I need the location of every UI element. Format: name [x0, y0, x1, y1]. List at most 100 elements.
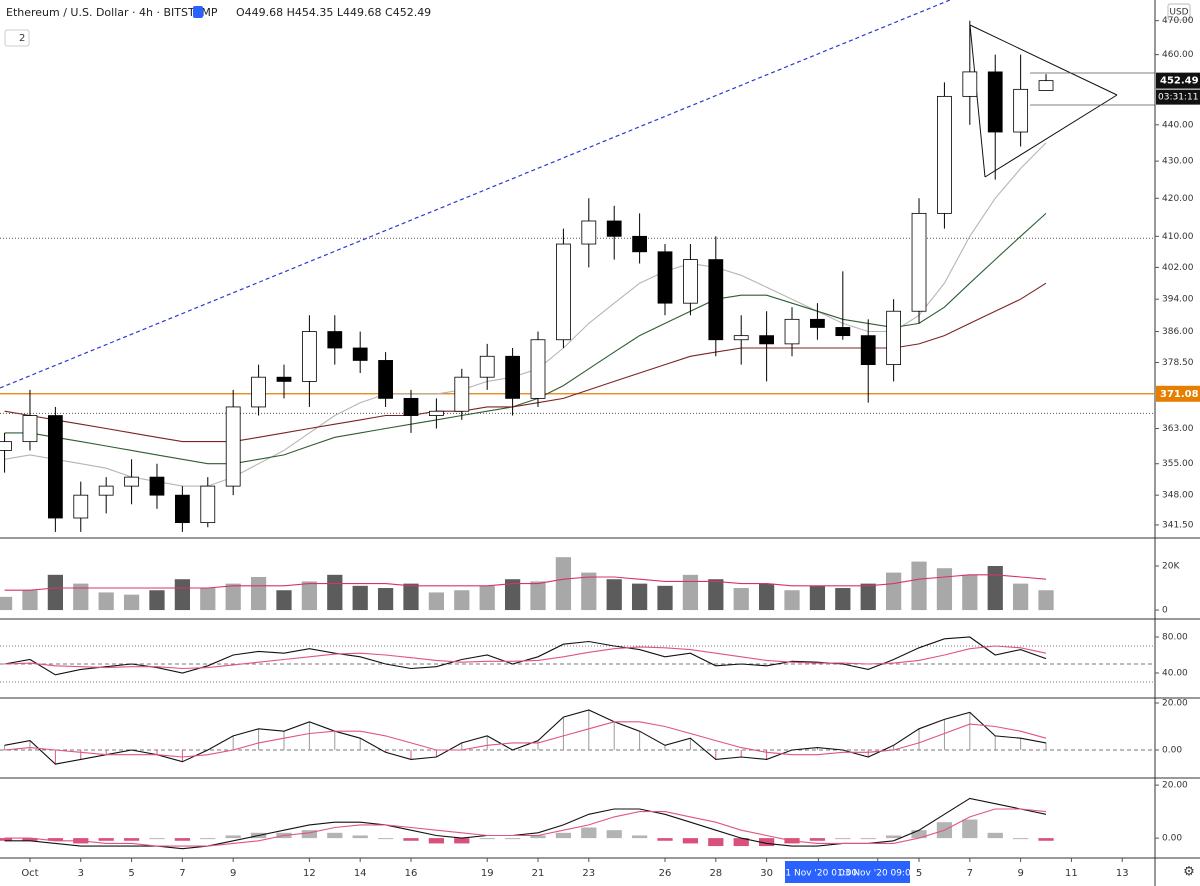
y-tick-label: 460.00 — [1162, 50, 1194, 60]
x-tick-label: 7 — [967, 868, 973, 879]
volume-bar — [22, 590, 38, 611]
drawings — [0, 0, 1155, 389]
x-tick-label: 5 — [128, 868, 134, 879]
x-tick-label: 28 — [709, 868, 722, 879]
volume-bar — [530, 581, 546, 611]
histogram-bar — [987, 832, 1003, 839]
indicator-line — [4, 212, 1047, 465]
candle-body — [632, 235, 647, 253]
y-tick-label: 394.00 — [1162, 295, 1194, 305]
y-tick-label: 348.00 — [1162, 491, 1194, 501]
candle-body — [657, 251, 673, 304]
volume-bar — [987, 566, 1003, 611]
y-tick-label: 341.50 — [1162, 520, 1194, 530]
volume-bar — [479, 585, 495, 611]
candle-body — [1038, 80, 1054, 91]
currency: USD — [1169, 8, 1188, 18]
volume-bar — [581, 572, 597, 611]
histogram-bar — [733, 838, 749, 847]
volume-bar — [276, 590, 292, 611]
histogram-bar — [22, 838, 38, 841]
volume-bar — [835, 588, 851, 611]
histogram-bar — [530, 835, 546, 839]
histogram-bar — [301, 830, 318, 839]
histogram-bar — [327, 832, 343, 839]
histogram-bar — [682, 838, 699, 844]
y-tick-label: 20.00 — [1162, 781, 1188, 791]
histogram-bar — [885, 835, 902, 839]
volume-bar — [200, 588, 216, 611]
candle-body — [962, 71, 978, 97]
candle-body — [835, 327, 851, 337]
candle-body — [327, 331, 343, 349]
candle-body — [1013, 88, 1029, 133]
volume-bar — [631, 583, 648, 611]
y-tick-label: 355.00 — [1162, 459, 1194, 469]
candle-body — [225, 406, 241, 487]
volume-bar — [377, 588, 394, 611]
volume-bar — [885, 572, 902, 611]
candle-body — [479, 355, 495, 378]
triangle-edge — [969, 24, 1118, 96]
histogram-bar — [504, 838, 521, 840]
volume-bar — [0, 596, 13, 611]
y-tick-label: 440.00 — [1162, 120, 1194, 130]
indicator-line — [4, 574, 1047, 591]
histogram-bar — [149, 838, 165, 840]
y-tick-label: 20.00 — [1162, 698, 1188, 708]
settings-icon[interactable]: ⚙ — [1183, 865, 1195, 880]
x-tick-label: 01 Nov '20 01:00 — [780, 869, 858, 879]
candle-body — [149, 476, 165, 496]
histogram-bar — [98, 838, 114, 841]
volume-bar — [454, 590, 470, 611]
indicator-line — [4, 808, 1047, 847]
volume-bar — [403, 583, 419, 611]
histogram-bar — [174, 838, 191, 841]
currency-button[interactable] — [1167, 3, 1191, 21]
candle-body — [22, 415, 38, 443]
histogram-bar — [809, 838, 826, 841]
y-tick-label: 378.50 — [1162, 358, 1194, 368]
x-tick-label: 3 — [78, 868, 84, 879]
candle-body — [860, 335, 876, 366]
histogram-bar — [428, 838, 445, 844]
volume-bar — [962, 574, 978, 611]
candle-body — [98, 485, 114, 496]
symbol-flag[interactable] — [193, 6, 203, 18]
histogram-bar — [479, 838, 495, 840]
candle-body — [759, 335, 774, 345]
y-tick-label: 40.00 — [1162, 668, 1188, 678]
histogram-bar — [377, 838, 394, 840]
y-tick-label: 20K — [1162, 562, 1180, 572]
alert-price-label: 371.08 — [1160, 389, 1199, 400]
volume-bar — [936, 568, 953, 611]
volume-bar — [555, 557, 572, 611]
volume-bar — [47, 574, 63, 611]
histogram-bar — [708, 838, 724, 847]
triangle-edge — [984, 94, 1118, 178]
y-tick-label: 363.00 — [1162, 424, 1194, 434]
header-bg — [0, 0, 380, 22]
x-tick-label: 12 — [303, 868, 316, 879]
x-tick-label: 23 — [582, 868, 595, 879]
y-tick-label: 410.00 — [1162, 232, 1194, 242]
candle-body — [937, 95, 952, 214]
y-tick-label: 386.00 — [1162, 327, 1194, 337]
volume-bar — [73, 583, 89, 611]
candle-body — [708, 259, 724, 341]
histogram-bar — [47, 838, 63, 841]
histogram-bar — [657, 838, 673, 841]
candle-body — [530, 339, 546, 399]
candle-body — [581, 220, 597, 245]
x-tick-label: 03 Nov '20 09:00 — [839, 869, 917, 879]
indicator-toggle[interactable] — [4, 29, 30, 47]
x-tick-label: 19 — [481, 868, 494, 879]
plot-layer — [0, 20, 1155, 850]
volume-bar — [123, 594, 140, 611]
candle-body — [911, 212, 927, 312]
countdown: 03:31:11 — [1158, 93, 1198, 103]
x-tick-label: 14 — [354, 868, 367, 879]
x-tick-label: Oct — [21, 868, 38, 879]
histogram-bar — [631, 835, 648, 839]
